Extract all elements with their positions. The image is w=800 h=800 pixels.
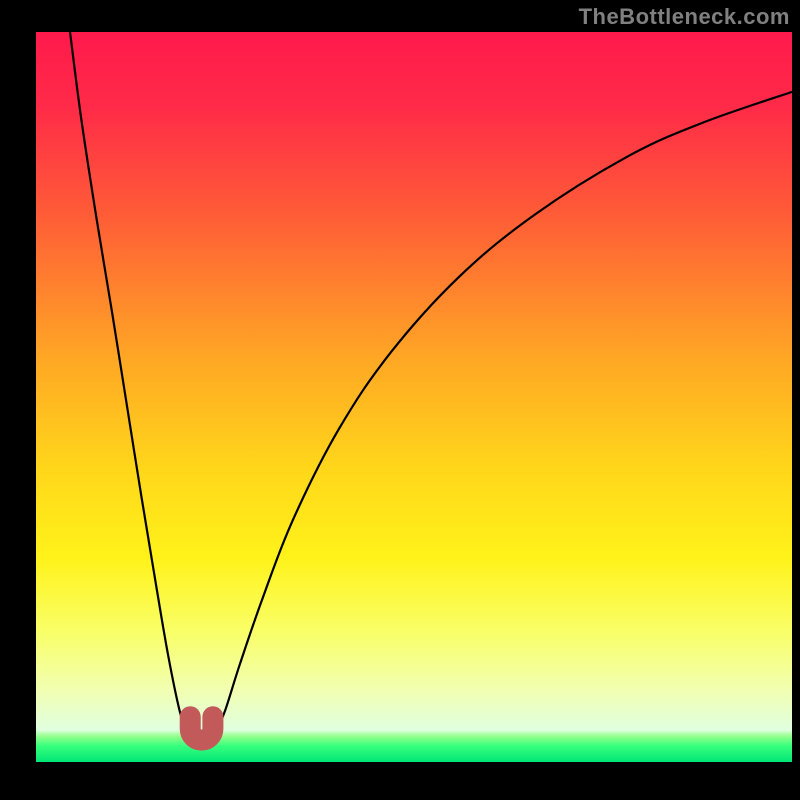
watermark-text: TheBottleneck.com [579,4,790,30]
bottleneck-chart [0,0,800,800]
chart-container: TheBottleneck.com [0,0,800,800]
plot-background [36,32,792,762]
